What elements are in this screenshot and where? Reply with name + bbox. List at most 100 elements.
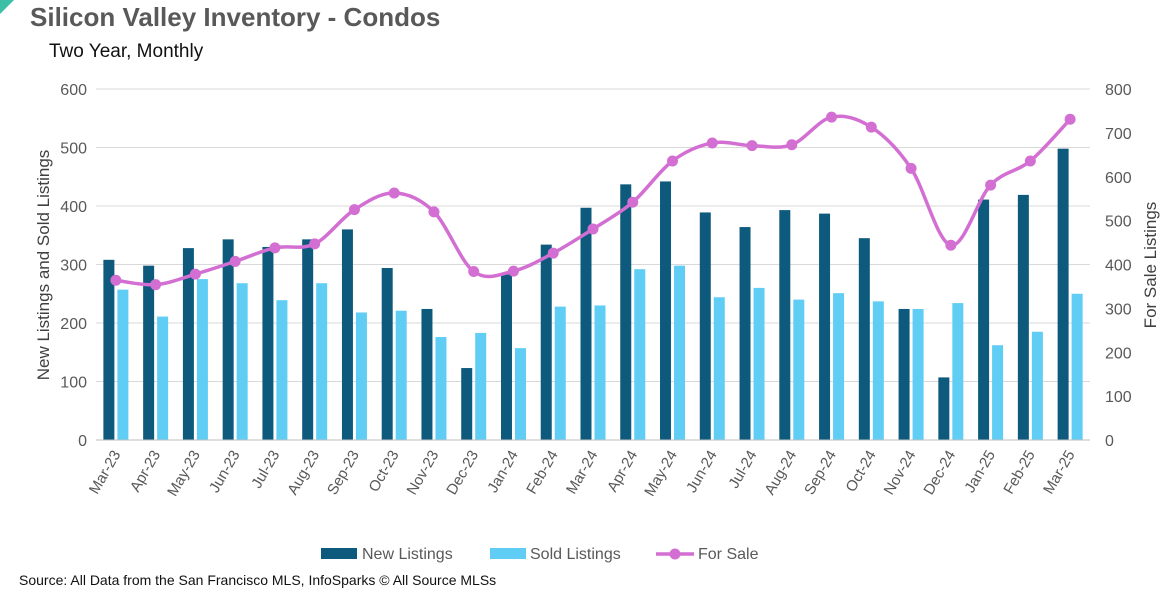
bar-sold-listings [395, 310, 407, 440]
y2-tick-label: 500 [1105, 214, 1132, 231]
x-tick-label: May-24 [641, 448, 681, 500]
bar-sold-listings [196, 279, 208, 440]
gridlines [96, 88, 1090, 382]
y2-axis-label: For Sale Listings [1141, 202, 1160, 329]
bar-new-listings [381, 268, 393, 440]
bar-new-listings [302, 239, 314, 440]
bar-sold-listings [952, 303, 964, 440]
legend-swatch-new-listings [321, 548, 357, 559]
x-tick-label: Dec-24 [920, 448, 959, 498]
x-tick-label: Aug-24 [761, 448, 800, 498]
bar-new-listings [1017, 194, 1029, 440]
x-tick-label: Mar-23 [86, 448, 124, 498]
x-tick-label: Mar-24 [563, 448, 601, 498]
bar-new-listings [103, 259, 115, 440]
y2-tick-label: 300 [1105, 301, 1132, 318]
for-sale-point [985, 179, 997, 191]
for-sale-point [150, 279, 162, 291]
x-tick-label: Jun-23 [206, 448, 244, 496]
x-tick-label: Nov-24 [881, 448, 920, 498]
bar-new-listings [739, 227, 751, 440]
x-tick-label: May-23 [164, 448, 204, 500]
for-sale-point [348, 204, 360, 216]
for-sale-point [547, 247, 559, 259]
legend-label-for-sale: For Sale [698, 546, 759, 563]
bar-new-listings [660, 181, 672, 440]
bar-sold-listings [634, 269, 646, 440]
bar-sold-listings [1031, 331, 1043, 440]
x-tick-label: Jul-24 [725, 448, 760, 492]
x-tick-label: Jan-24 [484, 448, 522, 496]
chart-title: Silicon Valley Inventory - Condos [30, 2, 441, 32]
x-tick-label: Jan-25 [961, 448, 999, 496]
bar-sold-listings [1071, 293, 1083, 440]
y2-tick-label: 700 [1105, 126, 1132, 143]
for-sale-point [826, 111, 838, 123]
legend-swatch-sold-listings [490, 548, 526, 559]
y2-tick-label: 200 [1105, 345, 1132, 362]
x-tick-label: Dec-23 [443, 448, 482, 498]
source-note: Source: All Data from the San Francisco … [19, 572, 497, 588]
bar-sold-listings [713, 297, 725, 440]
for-sale-point [627, 196, 639, 208]
x-tick-label: Jun-24 [683, 448, 721, 496]
bar-new-listings [461, 368, 473, 440]
bar-sold-listings [435, 337, 447, 440]
for-sale-point [1024, 155, 1036, 167]
y-tick-label: 300 [60, 258, 87, 275]
for-sale-point [1064, 113, 1076, 125]
for-sale-point [865, 121, 877, 133]
legend-label-sold-listings: Sold Listings [530, 546, 621, 563]
x-tick-label: Sep-24 [801, 448, 840, 498]
for-sale-point [309, 238, 321, 250]
for-sale-point [388, 187, 400, 199]
y-tick-label: 100 [60, 375, 87, 392]
for-sale-point [428, 206, 440, 218]
bar-new-listings [500, 274, 512, 440]
bar-sold-listings [992, 345, 1004, 440]
y2-tick-label: 100 [1105, 389, 1132, 406]
y-tick-label: 600 [60, 82, 87, 99]
for-sale-line [110, 111, 1076, 291]
bar-sold-listings [872, 301, 884, 440]
for-sale-point [587, 223, 599, 235]
for-sale-point [110, 274, 122, 286]
for-sale-point [786, 139, 798, 151]
bar-sold-listings [793, 299, 805, 440]
bar-sold-listings [355, 312, 367, 440]
x-tick-label: Aug-23 [284, 448, 323, 498]
for-sale-point [269, 242, 281, 254]
x-tick-label: Feb-24 [523, 448, 561, 498]
x-tick-label: Apr-24 [604, 448, 641, 495]
bar-sold-listings [753, 287, 765, 440]
y2-tick-label: 600 [1105, 170, 1132, 187]
x-tick-label: Nov-23 [404, 448, 443, 498]
bar-sold-listings [316, 283, 328, 440]
bar-sold-listings [912, 308, 924, 440]
y-tick-label: 400 [60, 199, 87, 216]
y2-tick-label: 400 [1105, 258, 1132, 275]
for-sale-point [229, 255, 241, 267]
x-tick-label: Jul-23 [248, 448, 283, 492]
for-sale-point [706, 137, 718, 149]
for-sale-point [746, 140, 758, 152]
bar-new-listings [182, 248, 194, 440]
bar-new-listings [580, 207, 592, 440]
bar-new-listings [341, 229, 353, 440]
bar-sold-listings [554, 306, 566, 440]
for-sale-point [189, 268, 201, 280]
y-axis-label: New Listings and Sold Listings [34, 150, 53, 381]
x-tick-label: Oct-24 [843, 448, 880, 495]
bar-new-listings [421, 308, 433, 440]
bar-new-listings [262, 246, 274, 440]
bar-new-listings [898, 308, 910, 440]
legend-label-new-listings: New Listings [362, 546, 453, 563]
for-sale-point [468, 266, 480, 278]
legend: New Listings Sold Listings For Sale [321, 546, 759, 563]
bar-sold-listings [674, 265, 686, 440]
for-sale-line-path [115, 114, 1072, 287]
corner-accent [0, 0, 14, 14]
x-tick-label: Apr-23 [127, 448, 164, 495]
bar-new-listings [222, 239, 234, 440]
